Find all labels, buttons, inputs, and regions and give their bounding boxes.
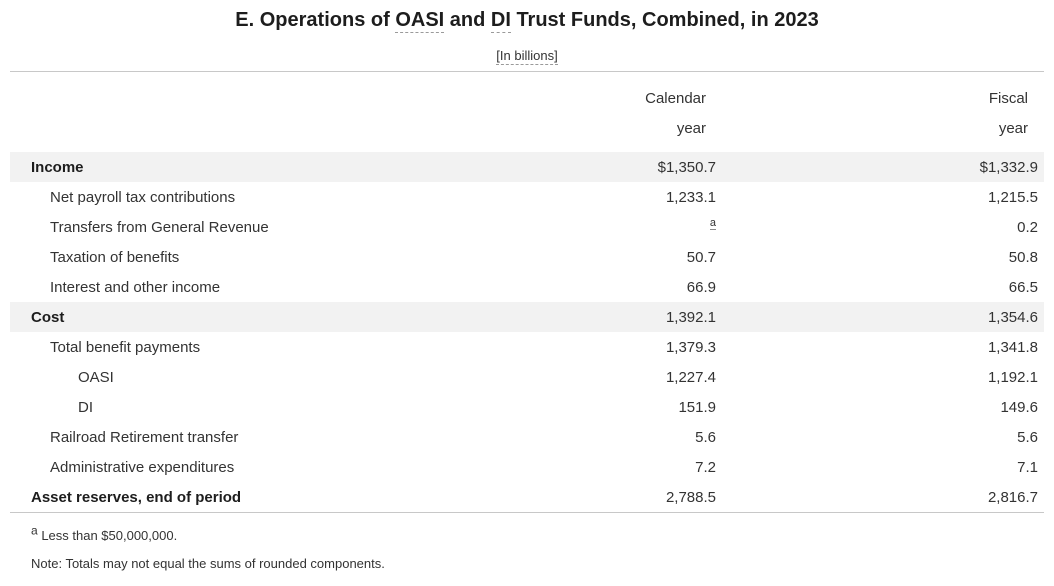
title-text-prefix: E. Operations of bbox=[235, 9, 396, 31]
fiscal-value: 2,816.7 bbox=[987, 488, 1038, 506]
table-row-taxation-of-benefits: Taxation of benefits 50.7 50.8 bbox=[10, 242, 1044, 272]
table-row-total-benefit-payments: Total benefit payments 1,379.3 1,341.8 bbox=[10, 332, 1044, 362]
subtitle: [In billions] bbox=[496, 48, 558, 65]
subtitle-row: [In billions] bbox=[0, 47, 1054, 65]
fiscal-value: 1,192.1 bbox=[987, 368, 1038, 386]
footnote-a: a Less than $50,000,000. bbox=[31, 523, 1044, 545]
header-line: year bbox=[998, 120, 1028, 137]
fiscal-value: 66.5 bbox=[1008, 278, 1038, 296]
title-text-mid: and bbox=[444, 9, 491, 31]
calendar-value: 1,227.4 bbox=[665, 368, 716, 386]
calendar-value: 151.9 bbox=[678, 398, 716, 416]
calendar-value: 1,233.1 bbox=[665, 188, 716, 206]
calendar-value: 7.2 bbox=[695, 458, 716, 476]
footnote-a-text: Less than $50,000,000. bbox=[41, 528, 178, 543]
fiscal-value: 5.6 bbox=[1017, 428, 1038, 446]
header-line: Fiscal bbox=[988, 90, 1028, 107]
row-label: OASI bbox=[78, 368, 114, 386]
table-row-asset-reserves: Asset reserves, end of period 2,788.5 2,… bbox=[10, 482, 1044, 512]
column-header-fiscal-year: Fiscal year bbox=[722, 84, 1044, 144]
fiscal-value: 1,354.6 bbox=[987, 308, 1038, 326]
table-row-income: Income $1,350.7 $1,332.9 bbox=[10, 152, 1044, 182]
calendar-value: 2,788.5 bbox=[665, 488, 716, 506]
abbr-di: DI bbox=[490, 9, 511, 33]
fiscal-value: 7.1 bbox=[1017, 458, 1038, 476]
table-row-net-payroll: Net payroll tax contributions 1,233.1 1,… bbox=[10, 182, 1044, 212]
table-row-railroad-retirement-transfer: Railroad Retirement transfer 5.6 5.6 bbox=[10, 422, 1044, 452]
footnotes: a Less than $50,000,000. Note: Totals ma… bbox=[31, 523, 1044, 573]
calendar-value: $1,350.7 bbox=[657, 158, 716, 176]
fiscal-value: 1,215.5 bbox=[987, 188, 1038, 206]
calendar-value: 66.9 bbox=[686, 278, 716, 296]
column-header-calendar-year: Calendar year bbox=[472, 84, 722, 144]
table-row-interest-other-income: Interest and other income 66.9 66.5 bbox=[10, 272, 1044, 302]
table-note: Note: Totals may not equal the sums of r… bbox=[31, 556, 385, 571]
table-header-row: Calendar year Fiscal year bbox=[10, 72, 1044, 152]
calendar-value: 50.7 bbox=[686, 248, 716, 266]
fiscal-value: $1,332.9 bbox=[979, 158, 1038, 176]
row-label: Net payroll tax contributions bbox=[50, 188, 236, 206]
calendar-value: 1,392.1 bbox=[665, 308, 716, 326]
row-label: Taxation of benefits bbox=[50, 248, 180, 266]
row-label: Administrative expenditures bbox=[50, 458, 235, 476]
fiscal-value: 149.6 bbox=[1000, 398, 1038, 416]
table-row-administrative-expenditures: Administrative expenditures 7.2 7.1 bbox=[10, 452, 1044, 482]
trust-fund-operations-table: Calendar year Fiscal year Income $1,350.… bbox=[10, 71, 1044, 513]
row-label: Interest and other income bbox=[50, 278, 221, 296]
row-label: DI bbox=[78, 398, 93, 416]
row-label: Transfers from General Revenue bbox=[50, 218, 269, 236]
footnote-ref-a[interactable]: a bbox=[709, 216, 716, 230]
table-row-transfers-general-revenue: Transfers from General Revenue a 0.2 bbox=[10, 212, 1044, 242]
header-line: Calendar bbox=[645, 90, 706, 107]
page-title: E. Operations of OASI and DI Trust Funds… bbox=[0, 0, 1054, 34]
footnote-a-marker: a bbox=[31, 523, 38, 538]
row-label: Asset reserves, end of period bbox=[31, 488, 242, 506]
calendar-value: 5.6 bbox=[695, 428, 716, 446]
abbr-oasi: OASI bbox=[395, 9, 445, 33]
table-row-oasi: OASI 1,227.4 1,192.1 bbox=[10, 362, 1044, 392]
row-label: Income bbox=[31, 158, 84, 176]
title-text-suffix: Trust Funds, Combined, in 2023 bbox=[510, 9, 819, 31]
header-line: year bbox=[676, 120, 706, 137]
row-label: Railroad Retirement transfer bbox=[50, 428, 239, 446]
row-label: Total benefit payments bbox=[50, 338, 201, 356]
calendar-value: a bbox=[472, 216, 722, 236]
fiscal-value: 1,341.8 bbox=[987, 338, 1038, 356]
calendar-value: 1,379.3 bbox=[665, 338, 716, 356]
fiscal-value: 50.8 bbox=[1008, 248, 1038, 266]
table-row-cost: Cost 1,392.1 1,354.6 bbox=[10, 302, 1044, 332]
table-row-di: DI 151.9 149.6 bbox=[10, 392, 1044, 422]
fiscal-value: 0.2 bbox=[1017, 218, 1038, 236]
row-label: Cost bbox=[31, 308, 65, 326]
